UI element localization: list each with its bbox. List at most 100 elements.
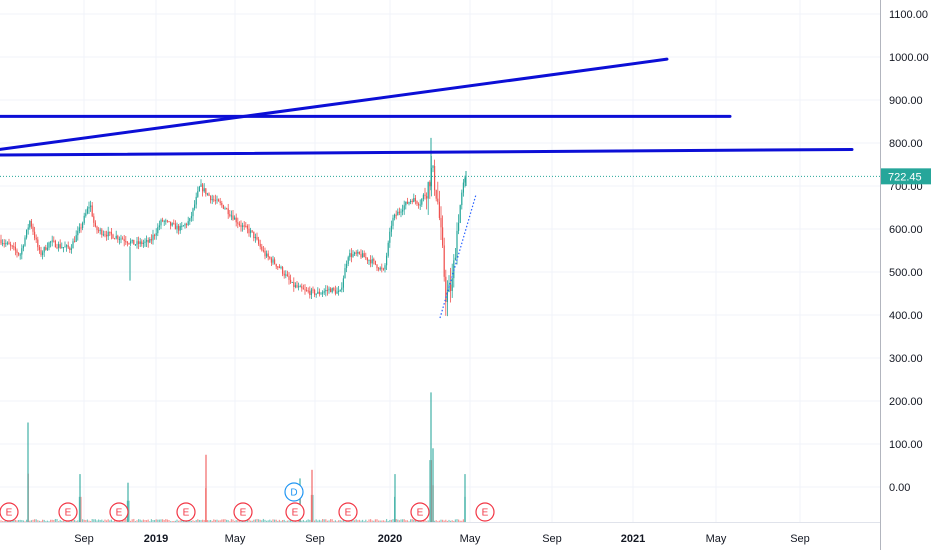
volume-bar: [411, 519, 413, 522]
candle-body: [122, 238, 124, 240]
earnings-marker[interactable]: E: [285, 502, 305, 522]
volume-bar: [200, 520, 202, 522]
candle-body: [421, 198, 423, 205]
volume-bar: [62, 520, 64, 522]
earnings-marker[interactable]: E: [109, 502, 129, 522]
volume-bar: [230, 519, 232, 522]
candle-body: [349, 253, 351, 258]
volume-bar: [85, 520, 87, 522]
volume-bar: [203, 520, 205, 522]
volume-bar: [88, 520, 90, 522]
candle-body: [381, 267, 383, 269]
volume-bar: [301, 520, 303, 522]
candle-body: [197, 191, 199, 197]
candle-body: [365, 257, 367, 259]
volume-bar: [0, 520, 2, 522]
candle-body: [8, 242, 10, 245]
volume-bar: [195, 520, 197, 522]
candle-body: [37, 239, 39, 248]
candle-body: [234, 217, 236, 220]
candle-body: [432, 166, 434, 168]
event-marker-label: E: [183, 508, 190, 519]
volume-bar: [278, 519, 280, 522]
candle-body: [366, 257, 368, 261]
dotted-trend-line[interactable]: [439, 194, 477, 319]
earnings-marker[interactable]: E: [233, 502, 253, 522]
volume-bar: [258, 519, 260, 522]
time-tick-label: 2019: [144, 533, 168, 545]
volume-bar: [198, 519, 200, 522]
candle-body: [6, 242, 8, 244]
candle-body: [237, 222, 239, 224]
trend-line[interactable]: [0, 147, 854, 157]
candle-body: [384, 265, 386, 270]
candle-body: [187, 221, 189, 225]
volume-bar: [288, 520, 290, 522]
candle-body: [150, 239, 152, 241]
candle-body: [26, 229, 28, 238]
candle-body: [382, 268, 384, 270]
candle-body: [314, 290, 316, 295]
candle-body: [267, 253, 269, 257]
earnings-marker[interactable]: E: [0, 502, 19, 522]
volume-bar: [390, 519, 392, 522]
candle-body: [13, 246, 15, 248]
time-axis[interactable]: Sep 2019 May Sep 2020 May Sep 2021 May Sep: [0, 522, 880, 546]
volume-bar: [235, 520, 237, 522]
candle-body: [402, 209, 404, 212]
candle-body: [454, 257, 456, 261]
trend-line[interactable]: [0, 57, 669, 151]
event-markers[interactable]: E E E E E E E E ED: [0, 482, 495, 522]
candle-body: [176, 225, 178, 230]
candle-body: [194, 204, 196, 209]
volume-bar: [14, 519, 16, 522]
candle-body: [98, 230, 100, 232]
volume-bar: [74, 519, 76, 522]
candle-body: [302, 288, 304, 290]
candle-body: [285, 274, 287, 276]
dividend-marker[interactable]: D: [284, 482, 304, 502]
candle-body: [280, 267, 282, 269]
candle-body: [131, 239, 133, 242]
price-axis[interactable]: 1100.001000.00900.00800.00700.00600.0050…: [889, 9, 929, 494]
volume-bar: [54, 518, 56, 522]
candle-body: [456, 230, 458, 258]
earnings-marker[interactable]: E: [338, 502, 358, 522]
volume-bar: [330, 519, 332, 522]
volume-bar: [155, 519, 157, 522]
candle-body: [64, 246, 66, 248]
volume-bar: [360, 520, 362, 522]
volume-bar: [286, 520, 288, 522]
candle-body: [416, 201, 418, 204]
candle-body: [288, 276, 290, 280]
volume-bar: [274, 519, 276, 522]
candle-body: [189, 218, 191, 222]
volume-bar: [226, 519, 228, 522]
candle-body: [115, 235, 117, 239]
earnings-marker[interactable]: E: [176, 502, 196, 522]
volume-bar: [256, 518, 258, 522]
candle-body: [190, 216, 192, 219]
trend-lines[interactable]: [0, 57, 854, 319]
price-tick-label: 1100.00: [889, 9, 928, 21]
candle-body: [107, 231, 109, 237]
volume-bar: [267, 520, 269, 522]
candle-body: [443, 245, 445, 277]
volume-bar: [45, 521, 47, 522]
earnings-marker[interactable]: E: [410, 502, 430, 522]
event-marker-circle: [285, 502, 305, 522]
candle-body: [298, 286, 300, 288]
volume-bar: [373, 520, 375, 522]
candle-body: [139, 241, 141, 244]
volume-bar: [378, 520, 380, 522]
volume-bar: [128, 500, 130, 522]
earnings-marker[interactable]: E: [475, 502, 495, 522]
candle-body: [206, 193, 208, 195]
candle-body: [133, 239, 135, 245]
volume-bar: [3, 520, 5, 522]
volume-bar: [2, 521, 4, 522]
volume-bar: [408, 521, 410, 522]
candle-body: [371, 259, 373, 264]
earnings-marker[interactable]: E: [58, 502, 78, 522]
